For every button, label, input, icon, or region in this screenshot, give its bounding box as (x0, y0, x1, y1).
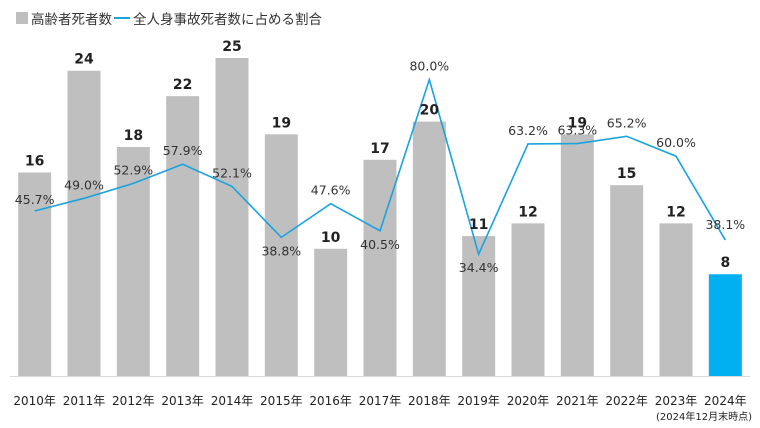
bar-2014年 (215, 58, 249, 376)
bar-2020年 (511, 223, 545, 376)
x-tick-label: 2017年 (359, 394, 402, 408)
line-value-label: 52.1% (212, 165, 252, 180)
line-value-label: 49.0% (64, 177, 104, 192)
bar-2016年 (314, 248, 348, 376)
line-value-label: 65.2% (607, 115, 647, 130)
line-value-label: 57.9% (163, 143, 203, 158)
line-value-label: 60.0% (656, 135, 696, 150)
x-tick-label: 2018年 (408, 394, 451, 408)
bar-2018年 (412, 121, 446, 376)
bar-value-label: 22 (173, 77, 192, 93)
bar-value-label: 15 (617, 166, 636, 182)
bar-value-label: 24 (74, 52, 94, 68)
legend-line-swatch (114, 17, 130, 19)
x-tick-label: 2023年 (655, 394, 698, 408)
bar-value-label: 12 (518, 204, 537, 220)
x-tick-label: 2019年 (457, 394, 500, 408)
bar-2024年 (708, 274, 742, 376)
bar-2021年 (560, 134, 594, 376)
line-value-label: 34.4% (459, 260, 499, 275)
x-tick-label: 2015年 (260, 394, 303, 408)
bar-value-label: 12 (666, 204, 685, 220)
x-tick-label: 2016年 (309, 394, 352, 408)
line-value-label: 38.8% (261, 243, 301, 258)
legend-bar-label: 高齢者死者数 (31, 12, 112, 28)
x-tick-label: 2011年 (63, 394, 106, 408)
x-tick-label: 2014年 (211, 394, 254, 408)
bar-value-label: 16 (25, 153, 44, 169)
bar-2013年 (166, 96, 200, 376)
x-tick-label: 2021年 (556, 394, 599, 408)
line-value-label: 52.9% (113, 162, 153, 177)
bar-value-label: 25 (222, 39, 241, 55)
bar-2019年 (462, 236, 496, 376)
x-tick-label: 2010年 (13, 394, 56, 408)
bar-value-label: 17 (370, 141, 389, 157)
legend-line-label: 全人身事故死者数に占める割合 (133, 12, 322, 28)
bar-2023年 (659, 223, 693, 376)
bar-value-label: 18 (124, 128, 143, 144)
line-value-label: 38.1% (705, 217, 745, 232)
legend-bar-swatch (16, 12, 28, 24)
bar-2017年 (363, 159, 397, 376)
line-value-label: 63.3% (557, 123, 597, 138)
x-tick-label: 2024年 (704, 394, 747, 408)
line-value-label: 40.5% (360, 237, 400, 252)
x-tick-label: 2012年 (112, 394, 155, 408)
bar-2015年 (264, 134, 298, 376)
line-value-label: 45.7% (15, 192, 55, 207)
bar-2010年 (18, 172, 52, 376)
bar-value-label: 19 (568, 115, 587, 131)
bar-value-label: 19 (272, 115, 291, 131)
x-tick-label: 2013年 (161, 394, 204, 408)
bar-value-label: 8 (720, 255, 730, 271)
chart-legend: 高齢者死者数 全人身事故死者数に占める割合 (16, 8, 322, 28)
bar-value-label: 20 (420, 103, 440, 119)
date-note: (2024年12月末時点) (656, 412, 752, 423)
ratio-line (34, 76, 727, 257)
bar-value-label: 11 (469, 217, 488, 233)
bar-2011年 (67, 70, 101, 376)
bar-2012年 (116, 147, 150, 376)
line-value-label: 80.0% (409, 59, 449, 74)
x-tick-label: 2022年 (605, 394, 648, 408)
line-value-label: 47.6% (311, 183, 351, 198)
line-value-label: 63.2% (508, 123, 548, 138)
bar-2022年 (610, 185, 644, 376)
bar-value-label: 10 (321, 230, 341, 246)
x-tick-label: 2020年 (507, 394, 550, 408)
